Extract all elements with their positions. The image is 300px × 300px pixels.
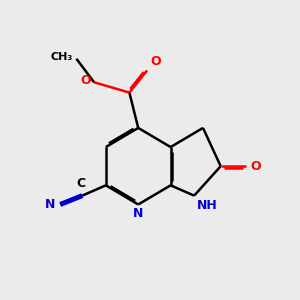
Text: CH₃: CH₃: [51, 52, 73, 62]
Text: C: C: [76, 177, 86, 190]
Text: NH: NH: [196, 199, 217, 212]
Text: O: O: [250, 160, 261, 173]
Text: O: O: [150, 55, 160, 68]
Text: N: N: [44, 198, 55, 211]
Text: O: O: [80, 74, 91, 87]
Text: N: N: [133, 207, 143, 220]
